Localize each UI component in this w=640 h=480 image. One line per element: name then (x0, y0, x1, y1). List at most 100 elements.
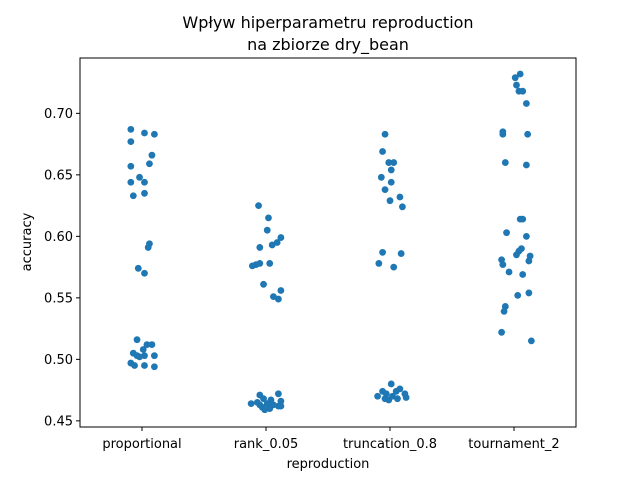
data-point (514, 291, 522, 299)
data-point (139, 346, 147, 353)
data-point (127, 138, 135, 146)
x-axis-label: reproduction (287, 457, 370, 472)
data-point (260, 395, 267, 403)
x-tick-label: rank_0.05 (234, 437, 299, 452)
data-point (523, 232, 530, 240)
data-point (277, 287, 285, 294)
data-point (527, 337, 535, 345)
data-point (277, 234, 285, 241)
data-point (268, 241, 276, 249)
data-point (525, 289, 533, 297)
data-point (381, 186, 389, 194)
chart-title-line-1: Wpływ hiperparametru reproduction (182, 13, 473, 32)
data-point (256, 244, 264, 251)
data-points (127, 70, 535, 414)
data-point (499, 130, 507, 138)
data-point (375, 260, 383, 267)
data-point (513, 81, 520, 89)
data-point (141, 269, 148, 277)
data-point (263, 226, 271, 234)
data-point (377, 173, 385, 181)
data-point (525, 257, 533, 265)
data-point (131, 362, 138, 369)
data-point (275, 295, 282, 303)
data-point (396, 193, 404, 201)
data-point (134, 264, 142, 272)
data-point (501, 159, 509, 166)
data-point (387, 178, 395, 186)
x-axis-ticks: proportional rank_0.05 truncation_0.8 tourn… (102, 427, 560, 452)
data-point (136, 353, 143, 361)
data-point (141, 129, 148, 137)
data-point (519, 271, 527, 278)
y-tick-label: 0.45 (44, 414, 73, 429)
y-tick-label: 0.65 (44, 168, 73, 183)
y-tick-label: 0.60 (44, 230, 73, 245)
data-point (141, 178, 148, 186)
data-point (505, 268, 513, 276)
data-point (386, 197, 394, 205)
data-point (248, 262, 256, 270)
data-point (374, 392, 381, 400)
data-point (141, 189, 148, 197)
x-tick-label: truncation_0.8 (343, 437, 437, 452)
y-axis-label: accuracy (20, 212, 35, 271)
data-point (247, 400, 255, 408)
data-point (148, 341, 156, 348)
data-point (523, 161, 530, 169)
y-tick-label: 0.50 (44, 353, 73, 368)
data-point (127, 162, 135, 170)
data-point (390, 159, 398, 166)
data-point (519, 87, 527, 95)
data-point (397, 250, 405, 257)
data-point (133, 336, 141, 344)
x-tick-label: proportional (102, 437, 181, 452)
data-point (255, 202, 262, 210)
data-point (141, 362, 148, 369)
data-point (266, 260, 274, 267)
data-point (524, 130, 532, 138)
data-point (381, 130, 389, 138)
chart-title-line-2: na zbiorze dry_bean (247, 35, 409, 55)
data-point (129, 192, 137, 200)
data-point (519, 215, 527, 223)
data-point (498, 328, 505, 336)
data-point (379, 248, 386, 256)
data-point (513, 251, 520, 259)
data-point (136, 173, 143, 181)
data-point (523, 100, 530, 107)
data-point (151, 130, 158, 138)
data-point (144, 244, 152, 251)
y-axis-ticks: 0.45 0.50 0.55 0.60 0.65 0.70 (44, 107, 80, 429)
data-point (151, 352, 158, 360)
data-point (151, 363, 158, 371)
data-point (146, 160, 153, 168)
data-point (260, 280, 267, 288)
data-point (499, 261, 507, 269)
data-point (148, 151, 156, 159)
data-point (265, 214, 272, 222)
data-point (394, 395, 401, 403)
data-point (387, 380, 395, 388)
data-point (402, 394, 410, 401)
data-point (390, 263, 398, 271)
data-point (516, 70, 524, 78)
y-tick-label: 0.70 (44, 107, 73, 122)
data-point (143, 341, 151, 348)
data-point (277, 402, 285, 410)
data-point (385, 159, 393, 166)
x-tick-label: tournament_2 (468, 437, 559, 452)
data-point (511, 74, 519, 82)
data-point (387, 166, 395, 174)
plot-frame (79, 57, 577, 428)
data-point (392, 387, 400, 395)
data-point (379, 148, 386, 155)
data-point (385, 396, 393, 404)
data-point (503, 229, 510, 237)
data-point (275, 390, 282, 398)
y-tick-label: 0.55 (44, 291, 73, 306)
data-point (261, 406, 269, 414)
data-point (500, 307, 508, 315)
data-point (127, 125, 135, 133)
